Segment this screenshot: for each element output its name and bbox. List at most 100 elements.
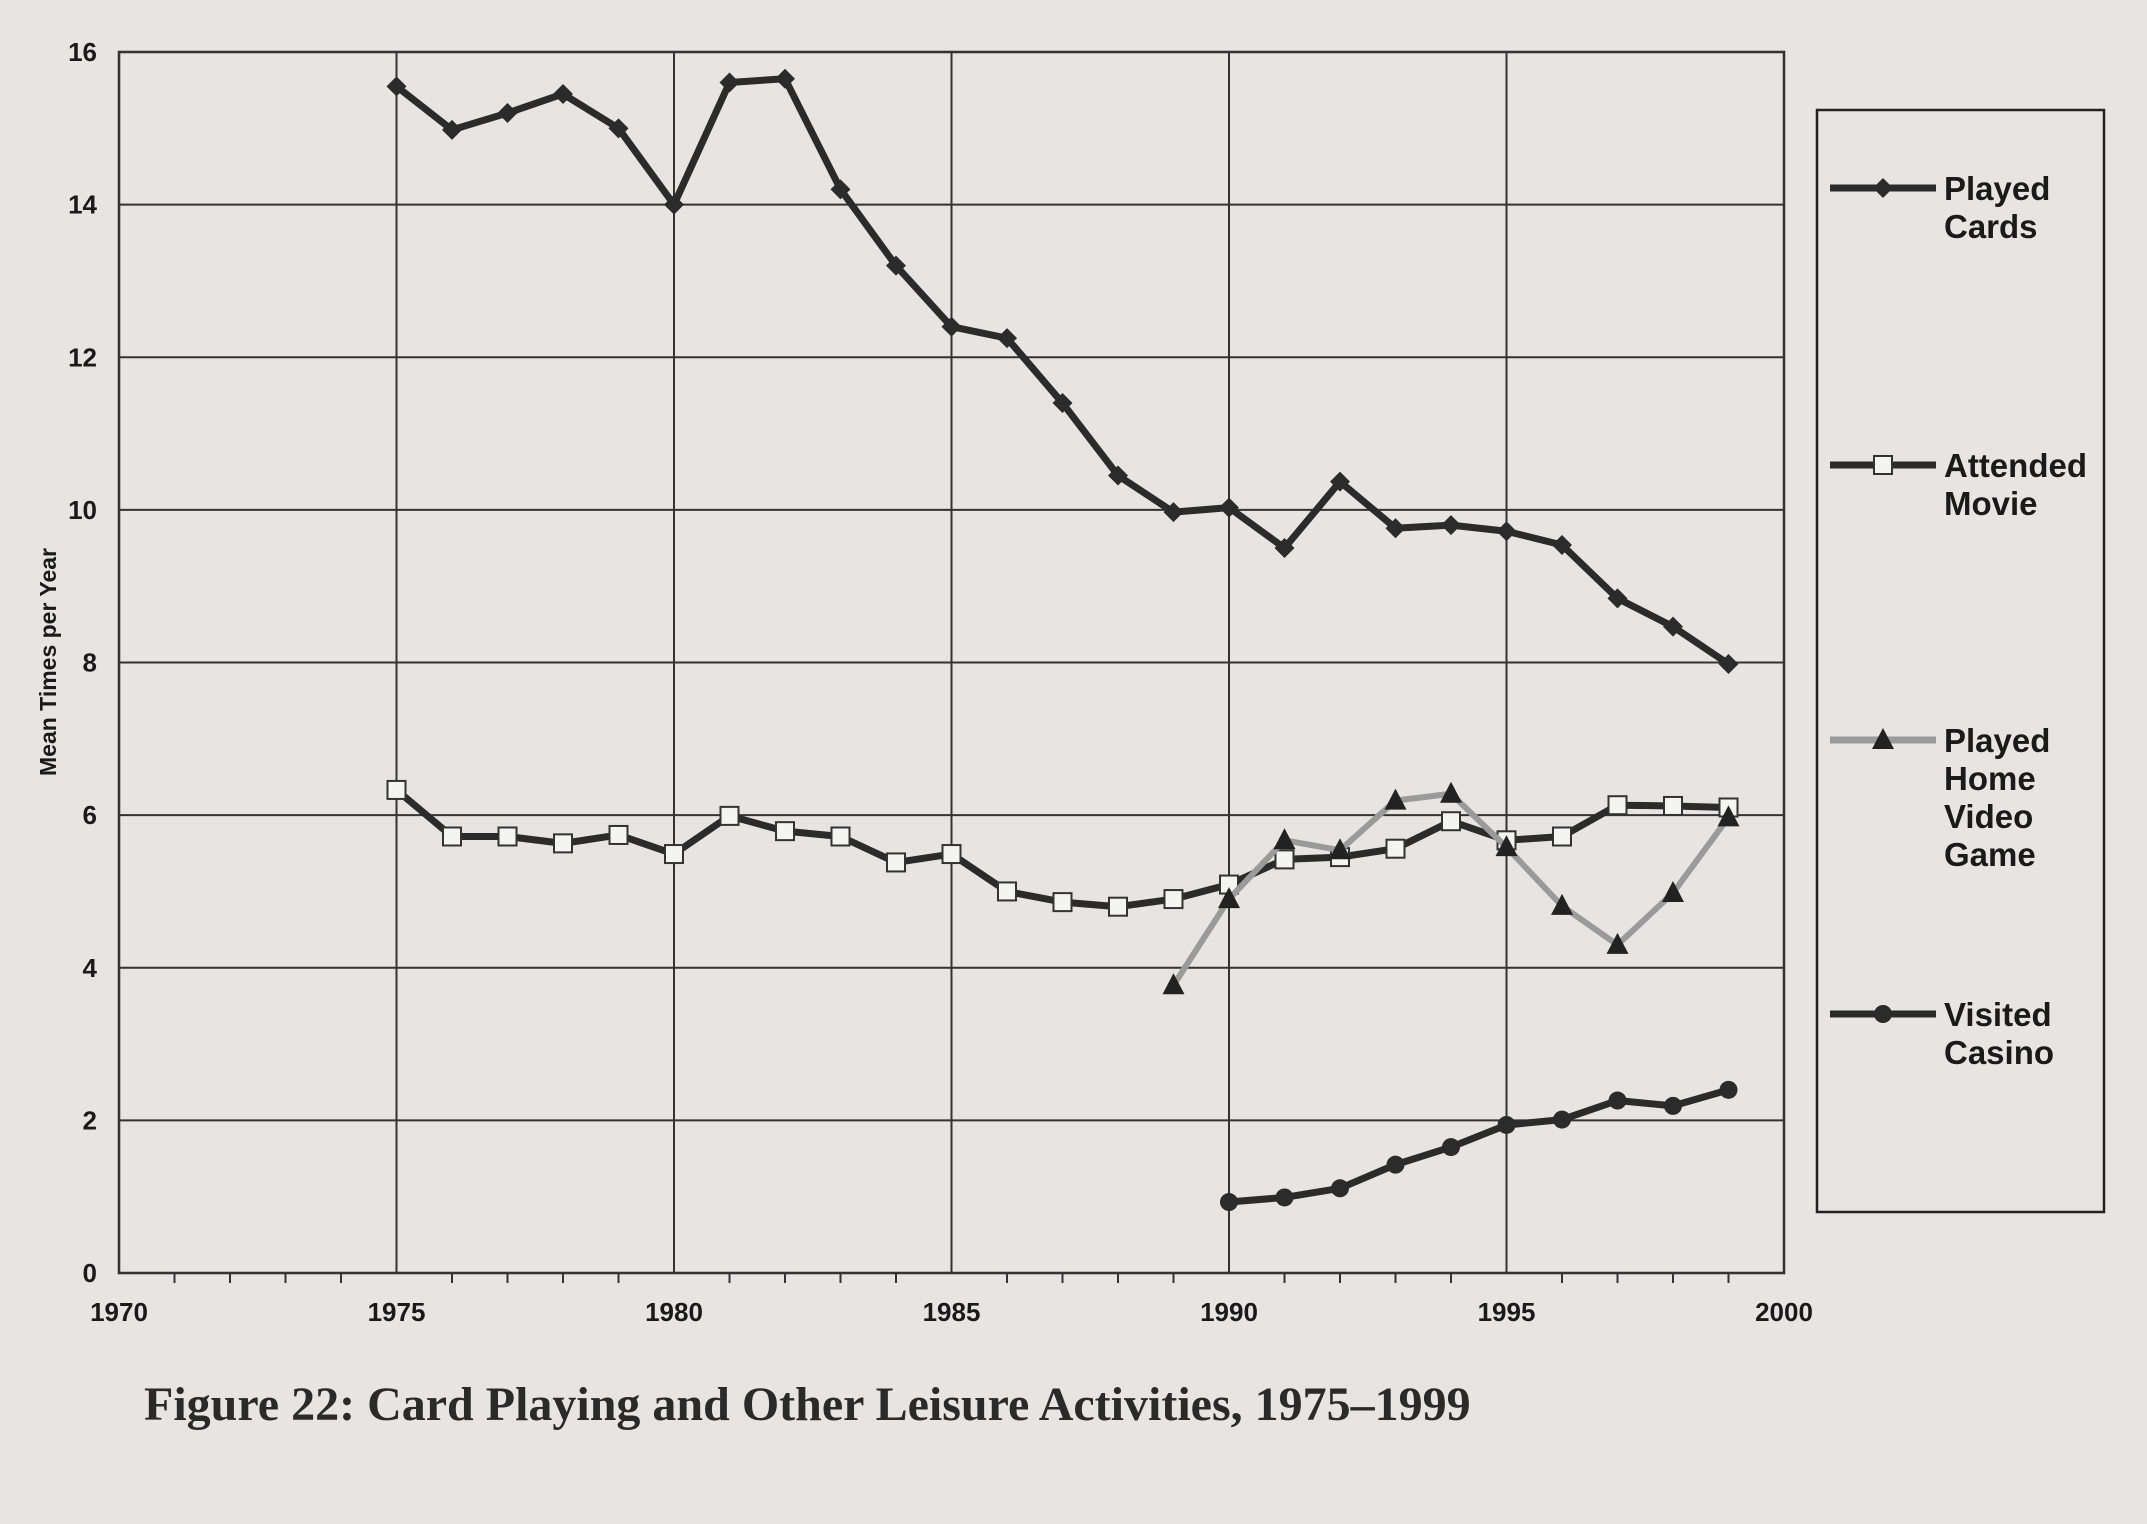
point-played-home-video-game: [1717, 805, 1740, 827]
series-visited-casino: [1220, 1080, 1738, 1212]
figure-caption: Figure 22: Card Playing and Other Leisur…: [144, 1378, 1471, 1431]
legend-label-played-home-video-game: Played: [1944, 722, 2050, 759]
series-played-cards: [386, 68, 1739, 675]
point-played-cards: [553, 83, 573, 104]
point-played-home-video-game: [1440, 781, 1462, 803]
point-attended-movie: [941, 844, 962, 865]
series-attended-movie: [386, 779, 1739, 917]
point-played-home-video-game: [1329, 838, 1351, 860]
point-played-home-video-game: [1162, 973, 1185, 995]
point-attended-movie: [719, 805, 740, 826]
point-attended-movie: [830, 826, 851, 847]
point-attended-movie: [997, 881, 1017, 902]
y-tick-label: 6: [83, 800, 97, 830]
point-attended-movie: [1274, 849, 1295, 870]
series: [386, 68, 1740, 1212]
tick-labels: 0 2 4 6 8 10 12 14 16 1970 1975 1980 1985 1990 1995 200…: [68, 37, 1813, 1327]
point-played-cards: [1718, 654, 1739, 675]
point-played-cards: [1663, 616, 1683, 637]
legend-box: [1815, 108, 2106, 1214]
point-played-home-video-game: [1606, 932, 1629, 954]
y-tick-label: 16: [68, 37, 97, 67]
line-played-cards: [394, 75, 1731, 667]
point-visited-casino: [1331, 1179, 1349, 1198]
point-attended-movie: [553, 833, 573, 854]
point-played-home-video-game: [1273, 828, 1296, 850]
point-attended-movie: [1663, 795, 1683, 816]
point-played-cards: [1496, 521, 1517, 542]
series-played-home-video-game: [1162, 781, 1740, 995]
point-attended-movie: [442, 826, 462, 847]
y-tick-label: 0: [83, 1258, 97, 1288]
point-attended-movie: [1052, 892, 1073, 913]
legend-label-visited-casino: Visited: [1944, 996, 2052, 1033]
x-tick-label: 1975: [368, 1297, 426, 1327]
x-tick-label: 1995: [1478, 1297, 1536, 1327]
point-played-cards: [1330, 471, 1350, 492]
y-tick-label: 12: [68, 342, 97, 372]
x-tick-label: 1970: [90, 1297, 148, 1327]
y-axis-label: Mean Times per Year: [35, 548, 61, 776]
point-played-cards: [1552, 534, 1572, 555]
point-played-home-video-game: [1384, 788, 1407, 810]
point-played-cards: [941, 316, 962, 337]
point-attended-movie: [608, 824, 629, 845]
point-visited-casino: [1664, 1096, 1682, 1115]
point-played-cards: [386, 76, 407, 97]
point-visited-casino: [1275, 1188, 1294, 1207]
legend-marker-attended-movie: [1873, 455, 1893, 475]
y-tick-label: 10: [68, 495, 97, 525]
y-tick-label: 14: [68, 190, 97, 220]
point-played-cards: [997, 328, 1017, 349]
point-played-cards: [1385, 518, 1406, 539]
legend: PlayedCardsAttendedMoviePlayedHomeVideoG…: [1830, 170, 2087, 1071]
y-tick-label: 8: [83, 648, 97, 678]
legend-label-played-home-video-game: Home: [1944, 760, 2036, 797]
point-played-home-video-game: [1495, 835, 1518, 857]
point-attended-movie: [1552, 826, 1572, 847]
point-played-cards: [1108, 465, 1128, 486]
point-played-cards: [497, 103, 518, 124]
legend-label-visited-casino: Casino: [1944, 1034, 2054, 1071]
point-played-cards: [1274, 538, 1295, 559]
line-visited-casino: [1228, 1086, 1730, 1206]
point-visited-casino: [1442, 1138, 1460, 1157]
point-played-cards: [830, 179, 851, 200]
legend-label-attended-movie: Attended: [1944, 447, 2087, 484]
point-attended-movie: [1441, 811, 1461, 832]
point-attended-movie: [664, 844, 684, 865]
point-attended-movie: [1108, 896, 1128, 917]
legend-label-played-cards: Cards: [1944, 208, 2038, 245]
point-played-cards: [1219, 497, 1239, 518]
x-tick-label: 1990: [1200, 1297, 1258, 1327]
y-tick-label: 4: [83, 953, 98, 983]
x-tick-label: 1985: [923, 1297, 981, 1327]
x-tick-label: 1980: [645, 1297, 703, 1327]
point-attended-movie: [1163, 889, 1184, 910]
legend-label-played-cards: Played: [1944, 170, 2050, 207]
point-visited-casino: [1719, 1080, 1738, 1099]
point-attended-movie: [886, 852, 906, 873]
point-played-cards: [1163, 502, 1184, 523]
grid: [117, 50, 1786, 1283]
point-attended-movie: [497, 826, 518, 847]
legend-marker-visited-casino: [1874, 1005, 1892, 1023]
point-played-cards: [719, 72, 740, 93]
point-attended-movie: [775, 821, 795, 842]
legend-label-played-home-video-game: Video: [1944, 798, 2033, 835]
point-visited-casino: [1220, 1193, 1238, 1212]
legend-label-attended-movie: Movie: [1944, 485, 2038, 522]
point-played-cards: [608, 118, 629, 139]
point-played-home-video-game: [1218, 887, 1240, 909]
point-played-cards: [1441, 515, 1461, 536]
point-played-cards: [1052, 393, 1073, 414]
point-played-cards: [664, 194, 684, 215]
point-played-cards: [442, 119, 462, 140]
point-played-cards: [1607, 588, 1628, 609]
point-played-cards: [775, 68, 795, 89]
point-played-cards: [886, 255, 906, 276]
point-played-home-video-game: [1551, 893, 1573, 915]
x-tick-label: 2000: [1755, 1297, 1813, 1327]
y-tick-label: 2: [83, 1105, 97, 1135]
